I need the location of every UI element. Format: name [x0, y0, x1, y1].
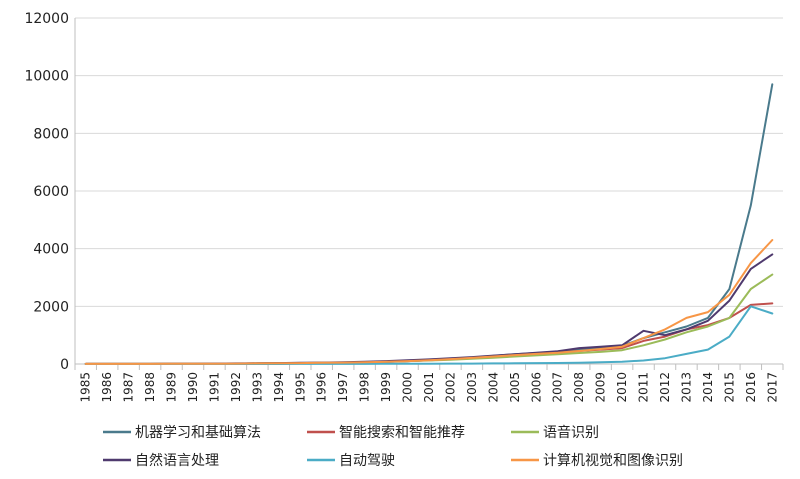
- legend-item: 机器学习和基础算法: [103, 424, 261, 441]
- x-tick-label: 1986: [100, 372, 114, 403]
- x-tick-label: 2007: [551, 372, 565, 403]
- x-tick-label: 2014: [701, 372, 715, 403]
- x-tick-label: 1996: [315, 372, 329, 403]
- series-lines: [84, 83, 774, 365]
- legend-item: 计算机视觉和图像识别: [511, 453, 683, 469]
- legend-label: 智能搜索和智能推荐: [339, 424, 465, 441]
- y-tick-label: 12000: [24, 11, 69, 27]
- series-line: [84, 83, 774, 365]
- y-tick-label: 4000: [33, 242, 69, 258]
- x-tick-label: 2008: [572, 372, 586, 403]
- x-tick-label: 1997: [336, 372, 350, 403]
- x-tick-label: 2005: [508, 372, 522, 403]
- legend-item: 智能搜索和智能推荐: [307, 424, 465, 441]
- legend-item: 自动驾驶: [307, 453, 395, 469]
- x-tick-label: 1987: [122, 372, 136, 403]
- y-axis-ticks: 0 2000 4000 6000 8000 10000 12000: [24, 11, 69, 373]
- x-tick-label: 2004: [486, 372, 500, 403]
- series-line: [84, 239, 774, 365]
- y-tick-label: 8000: [33, 126, 69, 142]
- x-tick-label: 2011: [637, 372, 651, 403]
- x-tick-label: 1990: [186, 372, 200, 403]
- legend-label: 语音识别: [543, 424, 599, 441]
- series-line: [84, 253, 774, 365]
- x-tick-label: 2000: [401, 372, 415, 403]
- legend-label: 机器学习和基础算法: [135, 424, 261, 441]
- x-tick-label: 1992: [229, 372, 243, 403]
- legend-label: 计算机视觉和图像识别: [543, 453, 683, 469]
- x-tick-label: 1994: [272, 372, 286, 403]
- x-tick-label: 2017: [765, 372, 779, 403]
- x-tick-label: 2010: [615, 372, 629, 403]
- x-tick-label: 2016: [744, 372, 758, 403]
- x-tick-label: 1998: [358, 372, 372, 403]
- x-tick-label: 2009: [594, 372, 608, 403]
- x-tick-label: 1999: [379, 372, 393, 403]
- x-tick-label: 2006: [529, 372, 543, 403]
- x-tick-label: 1989: [165, 372, 179, 403]
- y-tick-label: 2000: [33, 299, 69, 315]
- x-tick-label: 1991: [207, 372, 221, 403]
- gridlines: [75, 17, 783, 365]
- y-tick-label: 0: [60, 357, 69, 373]
- legend-item: 自然语言处理: [103, 452, 219, 469]
- x-tick-label: 2001: [422, 372, 436, 403]
- x-tick-label: 2015: [722, 372, 736, 403]
- x-tick-label: 1988: [143, 372, 157, 403]
- legend-item: 语音识别: [511, 424, 599, 441]
- x-tick-label: 2002: [443, 372, 457, 403]
- legend-label: 自动驾驶: [339, 453, 395, 469]
- x-tick-label: 1993: [250, 372, 264, 403]
- x-tick-label: 2013: [679, 372, 693, 403]
- x-axis: [74, 18, 784, 370]
- x-tick-label: 1985: [79, 372, 93, 403]
- series-line: [84, 273, 774, 365]
- x-axis-ticks: 1985 1986 1987 1988 1989 1990 1991 1992 1993 1994…: [79, 372, 780, 403]
- legend-label: 自然语言处理: [135, 452, 219, 469]
- x-tick-label: 1995: [293, 372, 307, 403]
- y-tick-label: 6000: [33, 184, 69, 200]
- y-tick-label: 10000: [24, 69, 69, 85]
- x-tick-label: 2003: [465, 372, 479, 403]
- x-tick-label: 2012: [658, 372, 672, 403]
